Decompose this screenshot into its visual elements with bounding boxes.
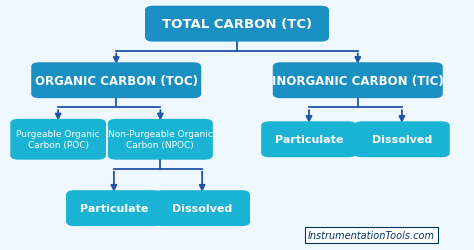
Text: InstrumentationTools.com: InstrumentationTools.com — [308, 230, 435, 240]
Text: Particulate: Particulate — [275, 135, 343, 145]
Text: Dissolved: Dissolved — [372, 135, 432, 145]
FancyBboxPatch shape — [273, 63, 443, 99]
FancyBboxPatch shape — [145, 7, 329, 43]
FancyBboxPatch shape — [10, 119, 106, 160]
FancyBboxPatch shape — [108, 119, 213, 160]
FancyBboxPatch shape — [66, 190, 162, 226]
Text: Purgeable Organic
Carbon (POC): Purgeable Organic Carbon (POC) — [16, 130, 100, 150]
FancyBboxPatch shape — [155, 190, 250, 226]
Text: Non-Purgeable Organic
Carbon (NPOC): Non-Purgeable Organic Carbon (NPOC) — [108, 130, 213, 150]
FancyBboxPatch shape — [31, 63, 201, 99]
Text: Dissolved: Dissolved — [172, 203, 232, 213]
Text: Particulate: Particulate — [80, 203, 148, 213]
FancyBboxPatch shape — [261, 122, 357, 158]
FancyBboxPatch shape — [354, 122, 450, 158]
Text: TOTAL CARBON (TC): TOTAL CARBON (TC) — [162, 18, 312, 31]
Text: ORGANIC CARBON (TOC): ORGANIC CARBON (TOC) — [35, 74, 198, 87]
Text: INORGANIC CARBON (TIC): INORGANIC CARBON (TIC) — [272, 74, 444, 87]
